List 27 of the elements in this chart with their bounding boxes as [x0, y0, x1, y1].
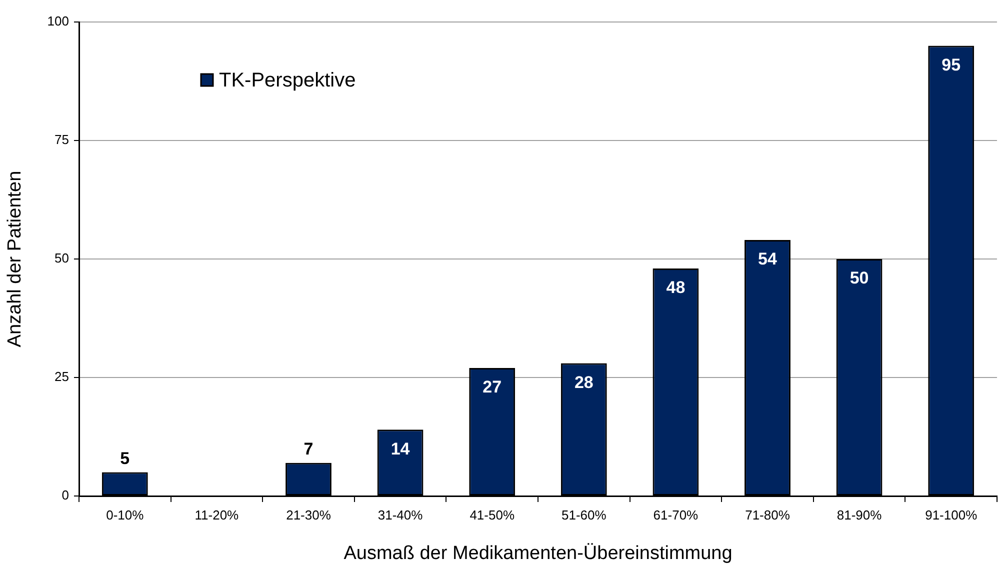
- x-tick-label: 71-80%: [745, 507, 790, 522]
- data-label: 7: [304, 440, 314, 459]
- x-tick-label: 91-100%: [925, 507, 978, 522]
- y-tick-label: 50: [54, 250, 69, 266]
- data-label: 50: [850, 268, 869, 288]
- data-label: 95: [942, 55, 961, 74]
- data-label: 27: [482, 378, 502, 397]
- x-tick-label: 81-90%: [836, 507, 882, 522]
- x-tick-label: 61-70%: [653, 507, 699, 522]
- x-axis-title: Ausmaß der Medikamenten-Übereinstimmung: [344, 542, 732, 564]
- x-tick-label: 51-60%: [561, 507, 607, 522]
- y-axis-title: Anzahl der Patienten: [4, 170, 26, 348]
- x-tick-label: 31-40%: [378, 507, 424, 522]
- y-tick-label: 25: [54, 369, 69, 384]
- data-label: 14: [390, 439, 410, 458]
- y-tick-label: 75: [54, 132, 69, 148]
- data-label: 54: [758, 250, 778, 269]
- data-label: 5: [120, 448, 130, 468]
- x-tick-label: 11-20%: [194, 507, 240, 522]
- y-tick-label: 100: [47, 14, 69, 29]
- data-label: 28: [574, 372, 594, 392]
- data-label: 48: [666, 278, 686, 298]
- x-tick-label: 21-30%: [286, 507, 332, 522]
- y-tick-label: 0: [62, 488, 69, 503]
- legend-label: TK-Perspektive: [219, 70, 356, 92]
- x-tick-label: 0-10%: [106, 507, 144, 522]
- x-tick-label: 41-50%: [470, 507, 515, 522]
